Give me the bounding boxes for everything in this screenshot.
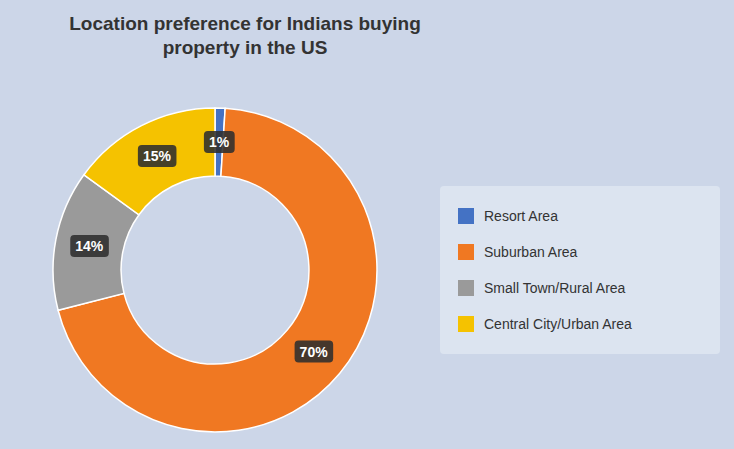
background [0,0,734,449]
title: Location preference for Indians buying pr… [69,13,421,58]
data-label-box [70,235,109,257]
slice [84,108,215,215]
legend: Resort Area Suburban Area Small Town/Rural… [440,186,720,354]
data-label-group: 15% [138,145,177,167]
chart-svg: Location preference for Indians buying pr… [0,0,734,449]
data-label-box [138,145,177,167]
slices [53,108,377,432]
legend-label: Central City/Urban Area [484,316,632,332]
data-label-group: 1% [204,131,235,153]
legend-label: Suburban Area [484,244,578,260]
data-label-box [295,341,334,363]
data-label-group: 70% [295,341,334,363]
legend-label: Small Town/Rural Area [484,280,626,296]
data-label-group: 14% [70,235,109,257]
legend-swatch [458,208,474,224]
title-line: Location preference for Indians buying [69,13,421,34]
data-label: 14% [75,238,104,254]
data-labels: 1% 70% 14% 15% [70,131,333,362]
legend-background [440,186,720,354]
legend-swatch [458,316,474,332]
legend-label: Resort Area [484,208,558,224]
data-label-box [204,131,235,153]
data-label: 1% [209,134,230,150]
legend-swatch [458,280,474,296]
legend-swatch [458,244,474,260]
title-line: property in the US [163,37,328,58]
data-label: 15% [143,148,172,164]
chart-container: Location preference for Indians buying pr… [0,0,734,449]
data-label: 70% [300,344,329,360]
